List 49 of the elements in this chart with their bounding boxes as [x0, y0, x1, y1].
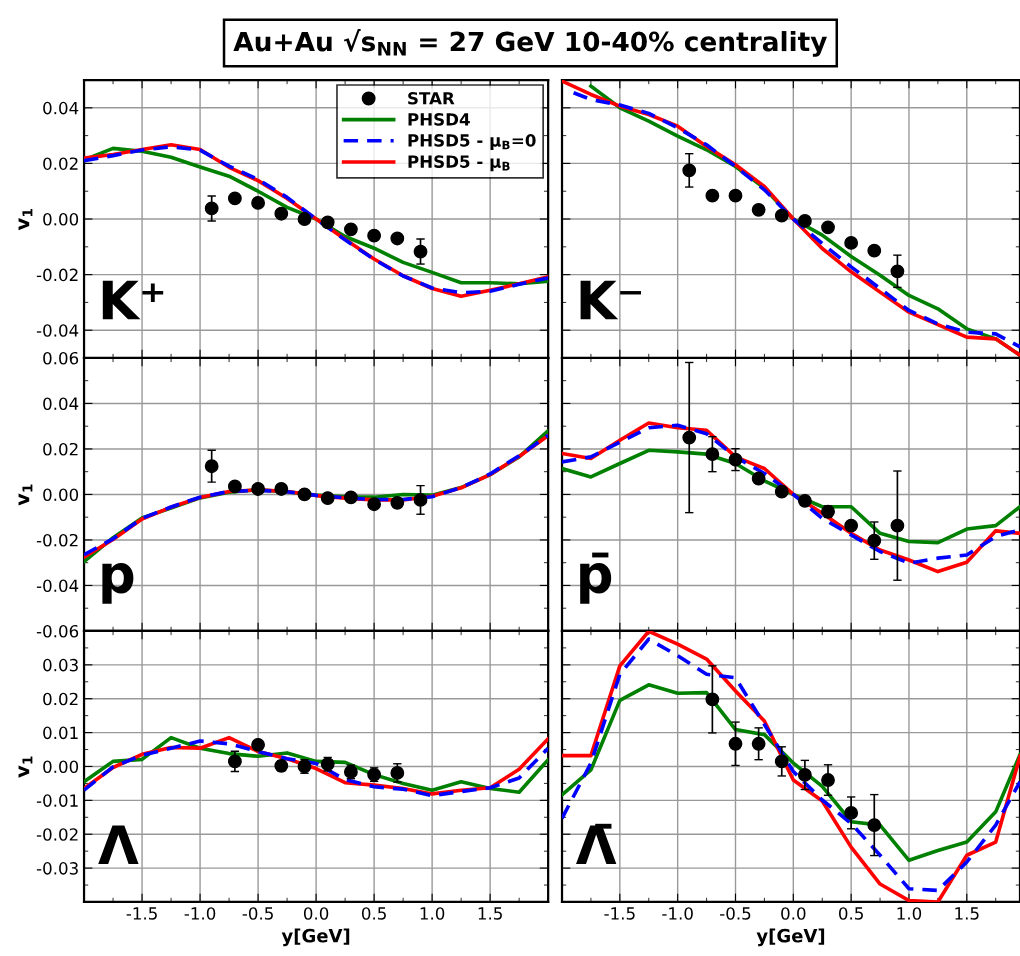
y-tick-label: 0.03: [43, 658, 78, 672]
x-tick-label: 0.0: [781, 907, 806, 920]
x-tick-label: -0.5: [242, 907, 273, 920]
y-tick-label: -0.02: [36, 268, 78, 282]
x-tick-label: -1.0: [662, 907, 693, 920]
annotation: p̄: [580, 552, 612, 604]
x-tick-label: 0.5: [839, 907, 863, 920]
x-tick-label: 0.5: [361, 907, 386, 920]
x-tick-label: -1.0: [184, 907, 216, 920]
y-tick-label: 0.00: [43, 488, 79, 502]
x-tick-label: -1.5: [604, 907, 635, 920]
annotation: Λ̄: [576, 823, 617, 864]
legend-label: STAR: [408, 91, 455, 105]
chart-title: Au+Au √s$_{NN}$ = 27 GeV 10-40% centrality: [233, 29, 827, 57]
x-axis-title: y[GeV]: [756, 928, 825, 947]
annotation: Λ: [98, 825, 139, 864]
y-tick-label: 0.01: [43, 726, 78, 740]
y-tick-label: 0.04: [43, 101, 79, 115]
x-tick-label: -1.5: [126, 907, 157, 920]
x-tick-label: 1.5: [955, 907, 979, 920]
y-tick-label: -0.04: [36, 324, 79, 337]
x-axis-title: y[GeV]: [281, 928, 350, 947]
annotation: K⁺: [102, 280, 164, 320]
y-tick-label: -0.02: [36, 828, 78, 841]
x-tick-label: 1.0: [897, 907, 922, 920]
y-tick-label: 0.00: [43, 212, 79, 226]
legend-label: PHSD4: [408, 113, 470, 126]
legend-label: PHSD5 - μ$_{B}$=0: [408, 134, 536, 150]
y-tick-label: 0.04: [43, 397, 79, 410]
y-tick-label: 0.06: [43, 351, 79, 365]
x-tick-label: 0.0: [303, 907, 329, 920]
y-tick-label: 0.00: [43, 760, 79, 774]
y-axis-title: v$_{1}$: [18, 209, 33, 231]
y-tick-label: -0.06: [36, 624, 79, 638]
y-tick-label: -0.01: [36, 794, 78, 807]
x-tick-label: 1.0: [420, 907, 445, 920]
annotation: p: [102, 563, 134, 604]
x-tick-label: 1.5: [478, 907, 502, 920]
y-tick-label: 0.02: [43, 692, 78, 706]
y-tick-label: 0.02: [43, 442, 78, 456]
y-axis-title: v$_{1}$: [18, 756, 33, 778]
y-tick-label: 0.02: [43, 157, 78, 170]
annotation: K⁻: [580, 280, 641, 320]
y-tick-label: -0.04: [36, 579, 79, 593]
legend-label: PHSD5 - μ$_{B}$: [408, 155, 510, 172]
x-tick-label: -0.5: [720, 907, 751, 920]
y-tick-label: -0.02: [36, 533, 78, 547]
y-axis-title: v$_{1}$: [18, 484, 33, 506]
y-tick-label: -0.03: [36, 862, 78, 875]
